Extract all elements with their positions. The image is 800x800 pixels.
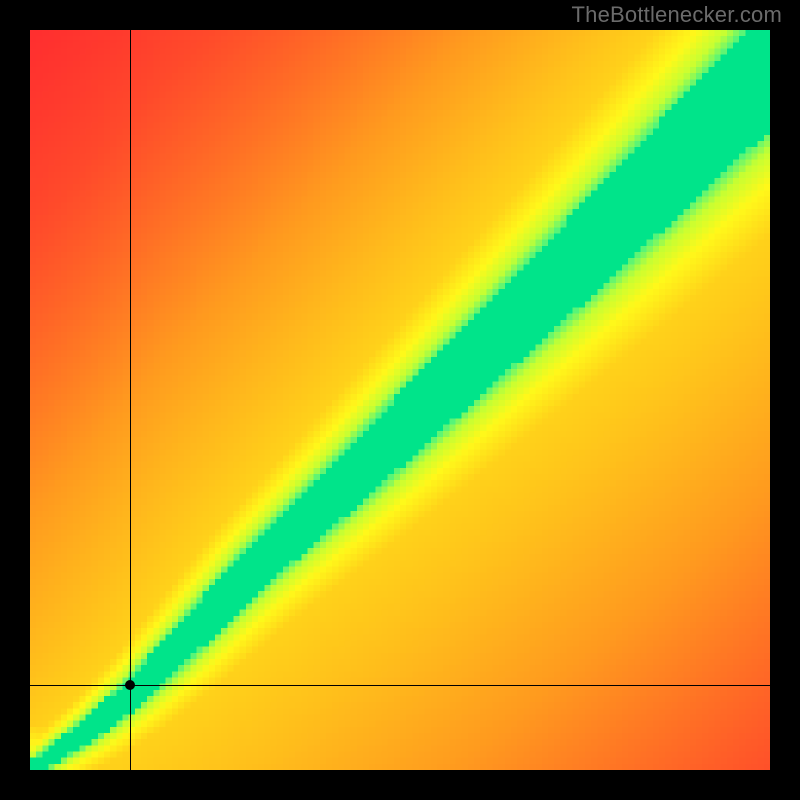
crosshair-vertical [130,30,131,770]
watermark-text: TheBottlenecker.com [572,2,782,28]
plot-area [30,30,770,770]
crosshair-marker [125,680,135,690]
heatmap-canvas [30,30,770,770]
figure-container: TheBottlenecker.com [0,0,800,800]
crosshair-horizontal [30,685,770,686]
